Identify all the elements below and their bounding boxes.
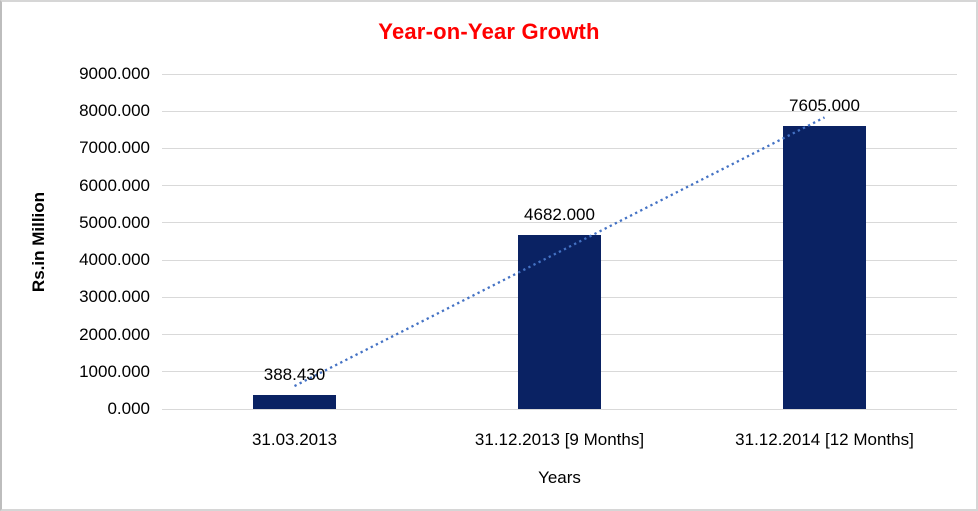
gridline bbox=[162, 73, 957, 75]
y-tick-label: 6000.000 bbox=[79, 175, 150, 195]
bar bbox=[253, 394, 336, 409]
bar-value-label: 7605.000 bbox=[789, 95, 860, 115]
x-tick-label: 31.03.2013 bbox=[251, 430, 338, 449]
bar bbox=[518, 234, 601, 409]
y-tick-label: 7000.000 bbox=[79, 138, 150, 158]
y-axis-title: Rs.in Million bbox=[29, 191, 48, 293]
bar-value-label: 4682.000 bbox=[524, 204, 595, 224]
x-axis-title: Years bbox=[538, 468, 581, 487]
y-tick-label: 5000.000 bbox=[79, 212, 150, 232]
y-tick-label: 3000.000 bbox=[79, 287, 150, 307]
y-tick-label: 0.000 bbox=[107, 399, 150, 418]
chart-title: Year-on-Year Growth bbox=[378, 19, 600, 44]
x-tick-label: 31.12.2014 [12 Months] bbox=[735, 430, 914, 449]
gridline bbox=[162, 110, 957, 112]
bar bbox=[783, 125, 866, 409]
y-tick-label: 8000.000 bbox=[79, 101, 150, 121]
y-tick-label: 4000.000 bbox=[79, 250, 150, 270]
y-tick-label: 9000.000 bbox=[79, 64, 150, 83]
x-tick-label: 31.12.2013 [9 Months] bbox=[474, 430, 645, 449]
y-tick-label: 1000.000 bbox=[79, 361, 150, 381]
bar-value-label: 388.430 bbox=[263, 364, 326, 384]
y-tick-label: 2000.000 bbox=[79, 324, 150, 344]
gridline bbox=[162, 408, 957, 410]
